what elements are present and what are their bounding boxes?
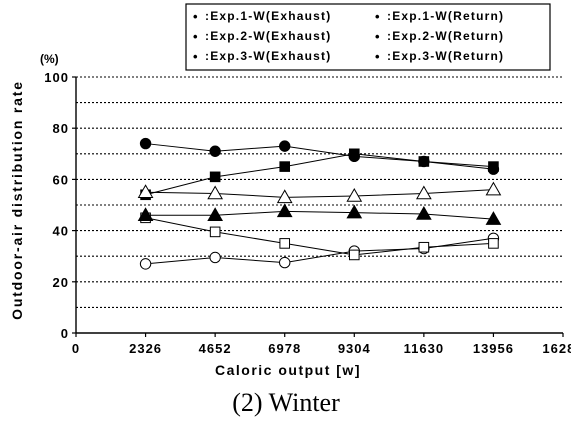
- data-point: [209, 251, 221, 264]
- y-tick-label: 20: [53, 275, 69, 290]
- data-point: [348, 148, 360, 160]
- data-point: [488, 238, 499, 249]
- y-tick-label: 0: [61, 326, 69, 341]
- chart-caption: (2) Winter: [232, 388, 340, 417]
- legend-bullet: •: [193, 29, 198, 44]
- series-line: [145, 237, 494, 265]
- data-point: [276, 189, 293, 204]
- legend-bullet: •: [375, 29, 380, 44]
- axes: 0 20 40 60 80 100 0 2326 4652 6978 9304 11630 13956 1…: [44, 70, 571, 356]
- x-tick-label: 0: [72, 341, 80, 356]
- y-tick-label: 40: [53, 224, 69, 239]
- y-tick-label: 100: [44, 70, 69, 85]
- data-point: [485, 211, 502, 225]
- data-point: [346, 204, 363, 219]
- y-tick-label: 60: [53, 172, 69, 187]
- legend-label: :Exp.1-W(Return): [387, 9, 504, 23]
- legend-label: :Exp.3-W(Return): [387, 49, 504, 63]
- series-group: [137, 137, 502, 270]
- data-point: [279, 256, 291, 269]
- legend-label: :Exp.1-W(Exhaust): [205, 9, 331, 23]
- data-point: [418, 156, 430, 167]
- legend-bullet: •: [375, 49, 380, 64]
- data-point: [279, 140, 291, 152]
- legend-bullet: •: [375, 9, 380, 24]
- data-point: [348, 249, 360, 261]
- legend-bullet: •: [193, 49, 198, 64]
- data-point: [137, 207, 154, 221]
- series-line: [145, 153, 494, 196]
- data-point: [209, 171, 221, 183]
- x-tick-label: 9304: [338, 341, 371, 356]
- y-unit-label: (%): [40, 52, 59, 66]
- legend-label: :Exp.3-W(Exhaust): [205, 49, 331, 63]
- legend-box: [185, 3, 551, 71]
- legend: • :Exp.1-W(Exhaust) • :Exp.1-W(Return) • :Exp…: [185, 3, 551, 71]
- x-tick-label: 13956: [473, 341, 514, 356]
- data-point: [415, 185, 432, 200]
- data-point: [279, 238, 291, 249]
- x-tick-label: 4652: [199, 341, 232, 356]
- data-point: [485, 181, 502, 196]
- data-point: [415, 205, 432, 220]
- legend-label: :Exp.2-W(Return): [387, 29, 504, 43]
- data-point: [139, 258, 152, 270]
- x-axis-label: Caloric output [w]: [215, 362, 361, 378]
- x-tick-label: 2326: [129, 341, 162, 356]
- data-point: [139, 137, 152, 150]
- data-point: [346, 188, 363, 202]
- data-point: [207, 207, 224, 221]
- legend-bullet: •: [193, 9, 198, 24]
- series-line: [145, 143, 494, 170]
- data-point: [137, 184, 154, 198]
- data-point: [209, 226, 221, 238]
- legend-label: :Exp.2-W(Exhaust): [205, 29, 331, 43]
- data-point: [279, 161, 291, 172]
- series-line: [145, 217, 494, 256]
- data-point: [276, 203, 293, 218]
- plot-area: 0 20 40 60 80 100 0 2326 4652 6978 9304 11630 13956 1…: [44, 70, 571, 356]
- y-tick-label: 80: [53, 121, 69, 136]
- data-point: [488, 161, 499, 172]
- data-point: [209, 145, 221, 157]
- data-point: [418, 241, 430, 253]
- y-axis-label: Outdoor-air distribution rate: [9, 80, 25, 320]
- series-line: [145, 189, 494, 198]
- x-tick-label: 11630: [404, 341, 444, 356]
- x-tick-label: 16282: [542, 341, 571, 356]
- series-line: [145, 210, 494, 220]
- data-point: [207, 185, 224, 200]
- grid: [76, 76, 563, 308]
- x-tick-label: 6978: [268, 341, 301, 356]
